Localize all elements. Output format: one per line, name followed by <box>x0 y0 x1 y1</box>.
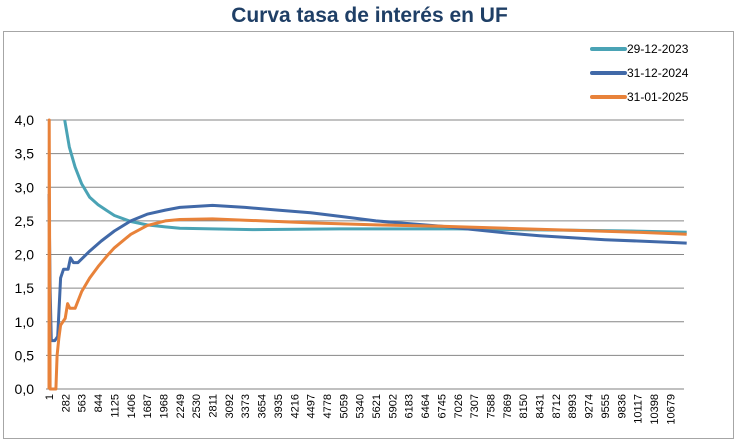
x-tick-label: 5340 <box>355 394 367 418</box>
legend-label: 29-12-2023 <box>627 42 689 56</box>
x-tick-label: 2249 <box>175 394 187 418</box>
chart-title: Curva tasa de interés en UF <box>231 4 508 27</box>
x-tick-label: 4216 <box>289 394 301 418</box>
x-tick-label: 4497 <box>306 394 318 418</box>
y-tick-label: 2,5 <box>15 213 35 229</box>
gridlines <box>46 119 684 390</box>
legend: 29-12-2023 31-12-2024 31-01-2025 <box>590 42 689 104</box>
x-tick-label: 2811 <box>208 394 220 418</box>
x-tick-label: 563 <box>77 394 89 412</box>
x-tick-label: 1406 <box>126 394 138 418</box>
x-tick-label: 3092 <box>224 394 236 418</box>
y-axis-ticks: 0,0 0,5 1,0 1,5 2,0 2,5 3,0 3,5 4,0 <box>15 112 35 397</box>
x-tick-label: 6464 <box>420 394 432 418</box>
x-tick-label: 8712 <box>551 394 563 418</box>
x-tick-label: 282 <box>60 394 72 412</box>
x-tick-label: 844 <box>93 394 105 412</box>
x-tick-label: 7307 <box>469 394 481 418</box>
x-tick-label: 7588 <box>485 394 497 418</box>
series-lines <box>47 118 687 391</box>
series-line-31-01-2025 <box>47 118 687 391</box>
x-tick-label: 5621 <box>371 394 383 418</box>
x-tick-label: 3654 <box>257 394 269 418</box>
x-tick-label: 3935 <box>273 394 285 418</box>
x-tick-label: 6183 <box>404 394 416 418</box>
y-tick-label: 3,5 <box>15 146 35 162</box>
x-axis-ticks: 1 282 563 844 1125 1406 1687 1968 2249 2530 2811 30… <box>44 394 677 425</box>
x-tick-label: 2530 <box>191 394 203 418</box>
x-tick-label: 1687 <box>142 394 154 418</box>
x-tick-label: 7869 <box>502 394 514 418</box>
series-line-31-12-2024 <box>47 193 687 343</box>
x-tick-label: 9555 <box>600 394 612 418</box>
x-tick-label: 6745 <box>436 394 448 418</box>
x-tick-label: 3373 <box>240 394 252 418</box>
x-tick-label: 5059 <box>338 394 350 418</box>
y-tick-label: 1,0 <box>15 314 35 330</box>
x-tick-label: 8150 <box>518 394 530 418</box>
x-tick-label: 1125 <box>109 394 121 418</box>
y-tick-label: 0,0 <box>15 381 35 397</box>
x-tick-label: 5902 <box>387 394 399 418</box>
y-tick-label: 1,5 <box>15 280 35 296</box>
y-tick-label: 4,0 <box>15 112 35 128</box>
x-tick-label: 9274 <box>584 394 596 418</box>
x-tick-label: 1 <box>44 394 56 400</box>
x-tick-label: 4778 <box>322 394 334 418</box>
x-tick-label: 9836 <box>616 394 628 418</box>
legend-label: 31-12-2024 <box>627 66 689 80</box>
y-tick-label: 3,0 <box>15 179 35 195</box>
x-tick-label: 8993 <box>567 394 579 418</box>
legend-label: 31-01-2025 <box>627 90 689 104</box>
y-tick-label: 0,5 <box>15 347 35 363</box>
x-tick-label: 1968 <box>158 394 170 418</box>
x-tick-label: 8431 <box>535 394 547 418</box>
chart-frame <box>3 31 734 439</box>
x-tick-label: 10117 <box>633 394 645 424</box>
x-tick-label: 10398 <box>649 394 661 425</box>
y-tick-label: 2,0 <box>15 247 35 263</box>
x-tick-label: 10679 <box>665 394 677 425</box>
x-tick-label: 7026 <box>453 394 465 418</box>
series-line-29-12-2023 <box>63 119 687 234</box>
